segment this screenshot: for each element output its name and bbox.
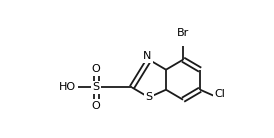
Text: S: S <box>93 82 100 92</box>
Text: O: O <box>92 64 101 74</box>
Text: Br: Br <box>177 28 189 38</box>
Text: HO: HO <box>59 82 76 92</box>
Text: Cl: Cl <box>214 89 225 99</box>
Text: O: O <box>92 101 101 111</box>
Text: S: S <box>145 92 153 102</box>
Text: N: N <box>143 51 151 61</box>
